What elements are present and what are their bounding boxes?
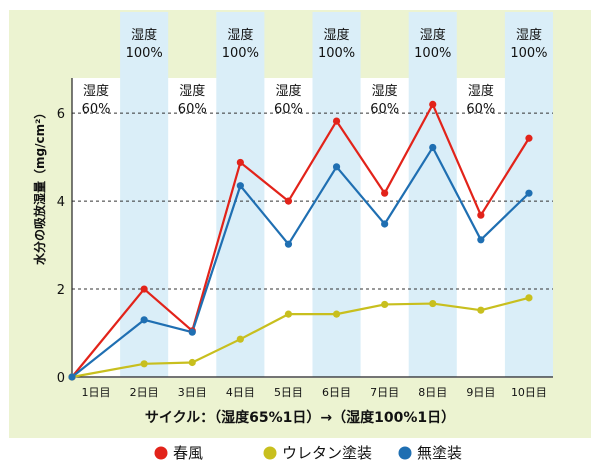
x-tick-label: 1日目	[82, 386, 111, 399]
data-point	[429, 299, 437, 308]
data-point	[525, 134, 533, 142]
humidity-label: 湿度	[83, 83, 109, 99]
humidity-label: 60%	[370, 102, 399, 117]
data-point	[188, 328, 196, 336]
humidity-label: 100%	[126, 46, 163, 61]
humidity-label: 湿度	[516, 27, 542, 43]
series-line	[71, 146, 530, 378]
humidity-label: 湿度	[420, 27, 446, 43]
data-point	[525, 294, 533, 302]
x-tick-label: 8日目	[418, 386, 447, 399]
y-axis-label: 水分の吸放湿量（mg/cm²）	[32, 107, 47, 265]
humidity-label: 60%	[274, 102, 303, 117]
data-point	[236, 158, 244, 167]
y-tick-label: 0	[57, 371, 65, 386]
series-line	[71, 103, 530, 378]
data-point	[332, 163, 341, 171]
humidity-label: 湿度	[179, 83, 205, 99]
data-point	[140, 285, 148, 293]
x-tick-label: 9日目	[466, 386, 495, 399]
data-point	[188, 358, 196, 367]
humidity-label: 100%	[222, 46, 259, 61]
x-tick-label: 7日目	[370, 386, 399, 399]
data-point	[477, 211, 485, 219]
y-tick-label: 6	[57, 107, 65, 122]
x-tick-label: 10日目	[511, 386, 547, 399]
data-point	[381, 189, 389, 197]
legend-label: ウレタン塗装	[282, 444, 372, 462]
humidity-label: 湿度	[227, 27, 253, 43]
humidity-label: 湿度	[275, 83, 301, 99]
x-tick-label: 6日目	[322, 386, 351, 399]
x-axis-label: サイクル：（湿度65%1日）→（湿度100%1日）	[145, 409, 455, 426]
data-point	[236, 182, 244, 190]
data-point	[284, 240, 293, 248]
data-point	[68, 373, 76, 381]
data-point	[236, 335, 244, 343]
data-point	[332, 310, 341, 318]
humidity-label: 60%	[178, 102, 207, 117]
series-line	[71, 296, 530, 379]
data-point	[332, 117, 341, 125]
legend-marker	[263, 446, 277, 460]
data-point	[284, 197, 293, 205]
data-point	[429, 143, 437, 152]
y-tick-label: 2	[57, 283, 65, 298]
data-point	[140, 360, 148, 368]
humidity-label: 100%	[318, 46, 355, 61]
y-tick-label: 4	[57, 195, 65, 210]
x-tick-label: 3日目	[178, 386, 207, 399]
humidity-label: 100%	[414, 46, 451, 61]
legend-marker	[398, 446, 412, 460]
data-point	[284, 310, 293, 318]
x-tick-label: 5日目	[274, 386, 303, 399]
legend-label: 無塗装	[417, 444, 462, 462]
data-point	[140, 316, 148, 324]
data-point	[429, 100, 437, 108]
humidity-label: 湿度	[468, 83, 494, 99]
humidity-label: 湿度	[372, 83, 398, 99]
data-point	[525, 189, 533, 197]
humidity-band	[120, 12, 169, 377]
data-point	[477, 306, 485, 314]
x-tick-label: 4日目	[226, 386, 255, 399]
x-tick-label: 2日目	[130, 386, 159, 399]
humidity-band	[408, 12, 457, 377]
humidity-label: 100%	[510, 46, 547, 61]
humidity-label: 60%	[82, 102, 111, 117]
legend-label: 春風	[173, 444, 203, 462]
humidity-band	[216, 12, 265, 377]
data-point	[477, 236, 485, 244]
data-point	[381, 300, 389, 309]
humidity-label: 湿度	[131, 27, 157, 43]
data-point	[381, 220, 389, 228]
humidity-label: 湿度	[324, 27, 350, 43]
humidity-label: 60%	[466, 102, 495, 117]
legend-marker	[154, 446, 168, 460]
